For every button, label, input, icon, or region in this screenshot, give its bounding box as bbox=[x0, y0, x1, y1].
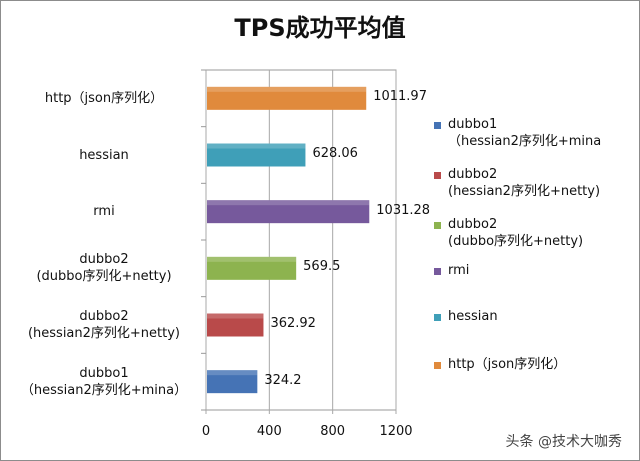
data-label: 362.92 bbox=[270, 316, 316, 331]
data-label: 1011.97 bbox=[373, 89, 427, 105]
bar bbox=[207, 143, 306, 167]
data-label: 324.2 bbox=[264, 372, 302, 388]
legend-swatch bbox=[434, 172, 441, 179]
bar bbox=[207, 370, 258, 394]
category-label-line: dubbo2 bbox=[79, 309, 129, 324]
x-tick-label: 0 bbox=[201, 424, 211, 439]
legend-label: dubbo2 (dubbo序列化+netty) bbox=[448, 216, 583, 250]
legend-label: dubbo2 (hessian2序列化+netty) bbox=[448, 166, 600, 200]
legend-label: rmi bbox=[448, 262, 469, 279]
bar bbox=[207, 86, 367, 110]
category-label-line: dubbo1 bbox=[79, 365, 129, 381]
legend-swatch bbox=[434, 122, 441, 129]
legend-label-line: http（json序列化） bbox=[448, 357, 567, 372]
legend-label: hessian bbox=[448, 308, 498, 325]
category-label-line: (dubbo序列化+netty) bbox=[36, 269, 172, 285]
x-tick-label: 1200 bbox=[379, 424, 413, 439]
category-label: dubbo2 (dubbo序列化+netty) bbox=[14, 251, 194, 285]
data-label: 628.06 bbox=[312, 146, 358, 161]
bar bbox=[207, 256, 297, 280]
category-label-line: http（json序列化） bbox=[44, 90, 164, 106]
data-label: 1031.28 bbox=[376, 202, 431, 218]
bar-highlight bbox=[207, 86, 367, 92]
bar-highlight bbox=[207, 370, 258, 376]
category-label-line: hessian bbox=[79, 147, 129, 163]
legend-swatch bbox=[434, 222, 441, 229]
category-label: hessian bbox=[14, 147, 194, 164]
legend-label-line: hessian bbox=[448, 309, 498, 324]
legend-label-line: dubbo2 bbox=[448, 217, 498, 232]
legend-label: http（json序列化） bbox=[448, 356, 566, 373]
plot-border bbox=[205, 69, 397, 411]
legend-label-line: dubbo2 bbox=[448, 167, 498, 182]
bar-highlight bbox=[207, 200, 370, 206]
legend-label-line: dubbo1 bbox=[448, 117, 498, 132]
category-label: rmi bbox=[14, 203, 194, 220]
category-label-line: （hessian2序列化+mina） bbox=[20, 382, 188, 398]
category-label-line: dubbo2 bbox=[79, 252, 129, 268]
category-label: http（json序列化） bbox=[14, 90, 194, 107]
legend-label-line: (hessian2序列化+netty) bbox=[448, 184, 601, 199]
watermark: 头条 @技术大咖秀 bbox=[505, 434, 622, 450]
legend-label: dubbo1 （hessian2序列化+mina bbox=[448, 116, 601, 150]
legend-swatch bbox=[434, 362, 441, 369]
x-tick-label: 400 bbox=[256, 424, 282, 439]
legend-label-line: (dubbo序列化+netty) bbox=[448, 234, 584, 249]
bar bbox=[207, 313, 264, 337]
bar-highlight bbox=[207, 313, 264, 319]
legend-label-line: （hessian2序列化+mina bbox=[448, 134, 602, 149]
legend-label-line: rmi bbox=[448, 263, 470, 278]
data-label: 569.5 bbox=[303, 259, 341, 275]
category-label: dubbo1 （hessian2序列化+mina） bbox=[14, 365, 194, 399]
category-label-line: rmi bbox=[93, 204, 115, 220]
legend-swatch bbox=[434, 314, 441, 321]
category-label-line: (hessian2序列化+netty) bbox=[27, 326, 181, 341]
legend-swatch bbox=[434, 268, 441, 275]
bar bbox=[207, 200, 370, 224]
x-tick-label: 800 bbox=[320, 424, 346, 439]
category-label: dubbo2 (hessian2序列化+netty) bbox=[14, 308, 194, 342]
chart-title: TPS成功平均值 bbox=[234, 14, 406, 42]
bar-highlight bbox=[207, 256, 297, 262]
bar-highlight bbox=[207, 143, 306, 149]
